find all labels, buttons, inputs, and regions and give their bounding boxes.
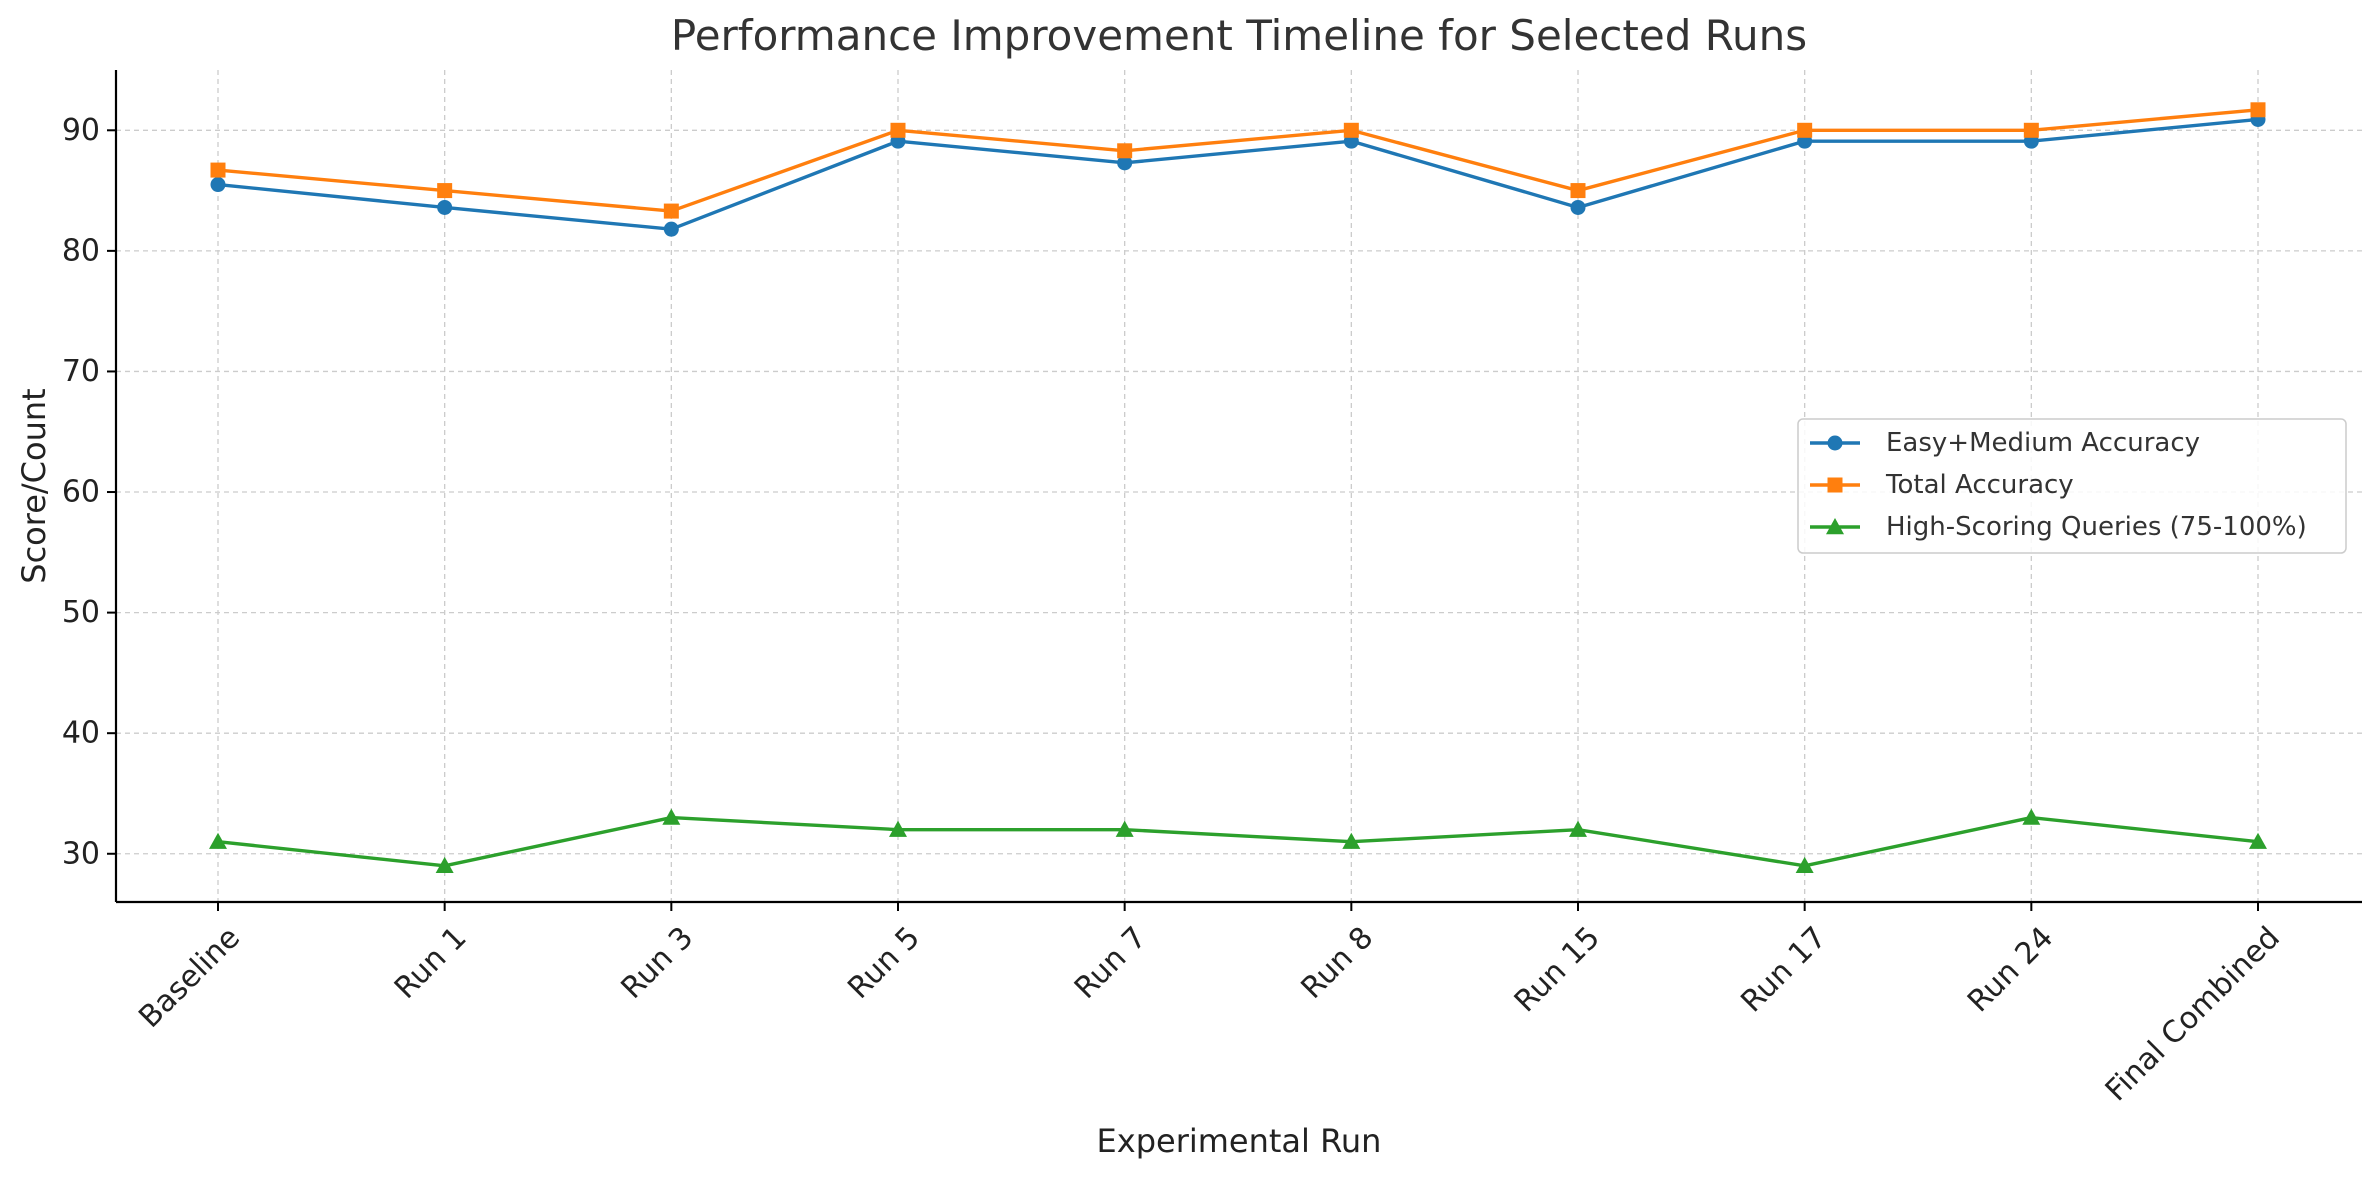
- y-tick-label: 50: [62, 595, 100, 630]
- legend-item: High-Scoring Queries (75-100%): [1810, 512, 2307, 542]
- data-point: [1117, 143, 1133, 159]
- legend-swatch-marker: [1827, 477, 1843, 493]
- legend-swatch-marker: [1827, 435, 1843, 451]
- data-point: [437, 183, 453, 199]
- series: [209, 102, 2267, 874]
- series-line: [216, 117, 2260, 231]
- y-tick-label: 70: [62, 354, 100, 389]
- x-tick-label: Run 24: [1961, 920, 2060, 1019]
- data-point: [2249, 832, 2267, 849]
- data-point: [663, 203, 679, 219]
- data-point: [1342, 832, 1361, 849]
- y-axis-label: Score/Count: [15, 388, 53, 583]
- data-point: [1343, 122, 1359, 138]
- data-point: [889, 820, 907, 837]
- data-point: [435, 856, 454, 874]
- y-tick-label: 60: [62, 475, 100, 510]
- data-point: [2250, 102, 2266, 118]
- data-point: [1569, 820, 1587, 837]
- legend-label: Easy+Medium Accuracy: [1886, 428, 2200, 458]
- data-point: [1117, 155, 1133, 171]
- legend-box: [1797, 418, 2347, 554]
- legend-item: Total Accuracy: [1810, 470, 2074, 500]
- x-tick-label: Final Combined: [2099, 920, 2287, 1108]
- ticks: Baseline Run 1 Run 3 Run 5 Run 7 Run 8 Run 15 R…: [62, 113, 2287, 1109]
- data-point: [2023, 122, 2039, 138]
- data-point: [1115, 820, 1134, 837]
- x-tick-label: Run 5: [841, 920, 927, 1006]
- y-tick-label: 90: [62, 113, 100, 148]
- data-point: [209, 832, 227, 849]
- chart-title: Performance Improvement Timeline for Sel…: [671, 11, 1807, 60]
- x-tick-label: Run 15: [1508, 920, 1607, 1019]
- series-line: [216, 815, 2260, 868]
- x-axis-label: Experimental Run: [1097, 1122, 1382, 1160]
- legend-swatch-marker: [1826, 518, 1844, 535]
- x-tick-label: Run 17: [1734, 920, 1833, 1019]
- x-tick-label: Baseline: [132, 920, 247, 1035]
- x-tick-label: Run 1: [388, 920, 474, 1006]
- data-point: [662, 808, 681, 825]
- legend-items: Easy+Medium Accuracy Total Accuracy High-S…: [1810, 428, 2307, 542]
- data-point: [1795, 856, 1814, 874]
- axes: [114, 70, 2362, 904]
- x-tick-label: Run 7: [1068, 920, 1154, 1006]
- legend: Easy+Medium Accuracy Total Accuracy High-S…: [1797, 418, 2347, 554]
- legend-label: Total Accuracy: [1885, 470, 2074, 500]
- data-point: [437, 199, 453, 215]
- series-line: [216, 108, 2260, 213]
- y-tick-label: 30: [62, 836, 100, 871]
- data-point: [210, 177, 226, 193]
- x-tick-label: Run 8: [1295, 920, 1381, 1006]
- y-tick-label: 80: [62, 233, 100, 268]
- data-point: [1570, 183, 1586, 199]
- data-point: [663, 221, 679, 237]
- legend-item: Easy+Medium Accuracy: [1810, 428, 2200, 458]
- series-2: [210, 102, 2266, 219]
- x-tick-label: Run 3: [615, 920, 701, 1006]
- y-tick-label: 40: [62, 716, 100, 751]
- data-point: [2022, 808, 2041, 825]
- data-point: [210, 162, 226, 178]
- data-point: [890, 122, 906, 138]
- data-point: [1570, 199, 1586, 215]
- legend-label: High-Scoring Queries (75-100%): [1886, 512, 2307, 542]
- data-point: [1797, 122, 1813, 138]
- series-3: [209, 808, 2267, 874]
